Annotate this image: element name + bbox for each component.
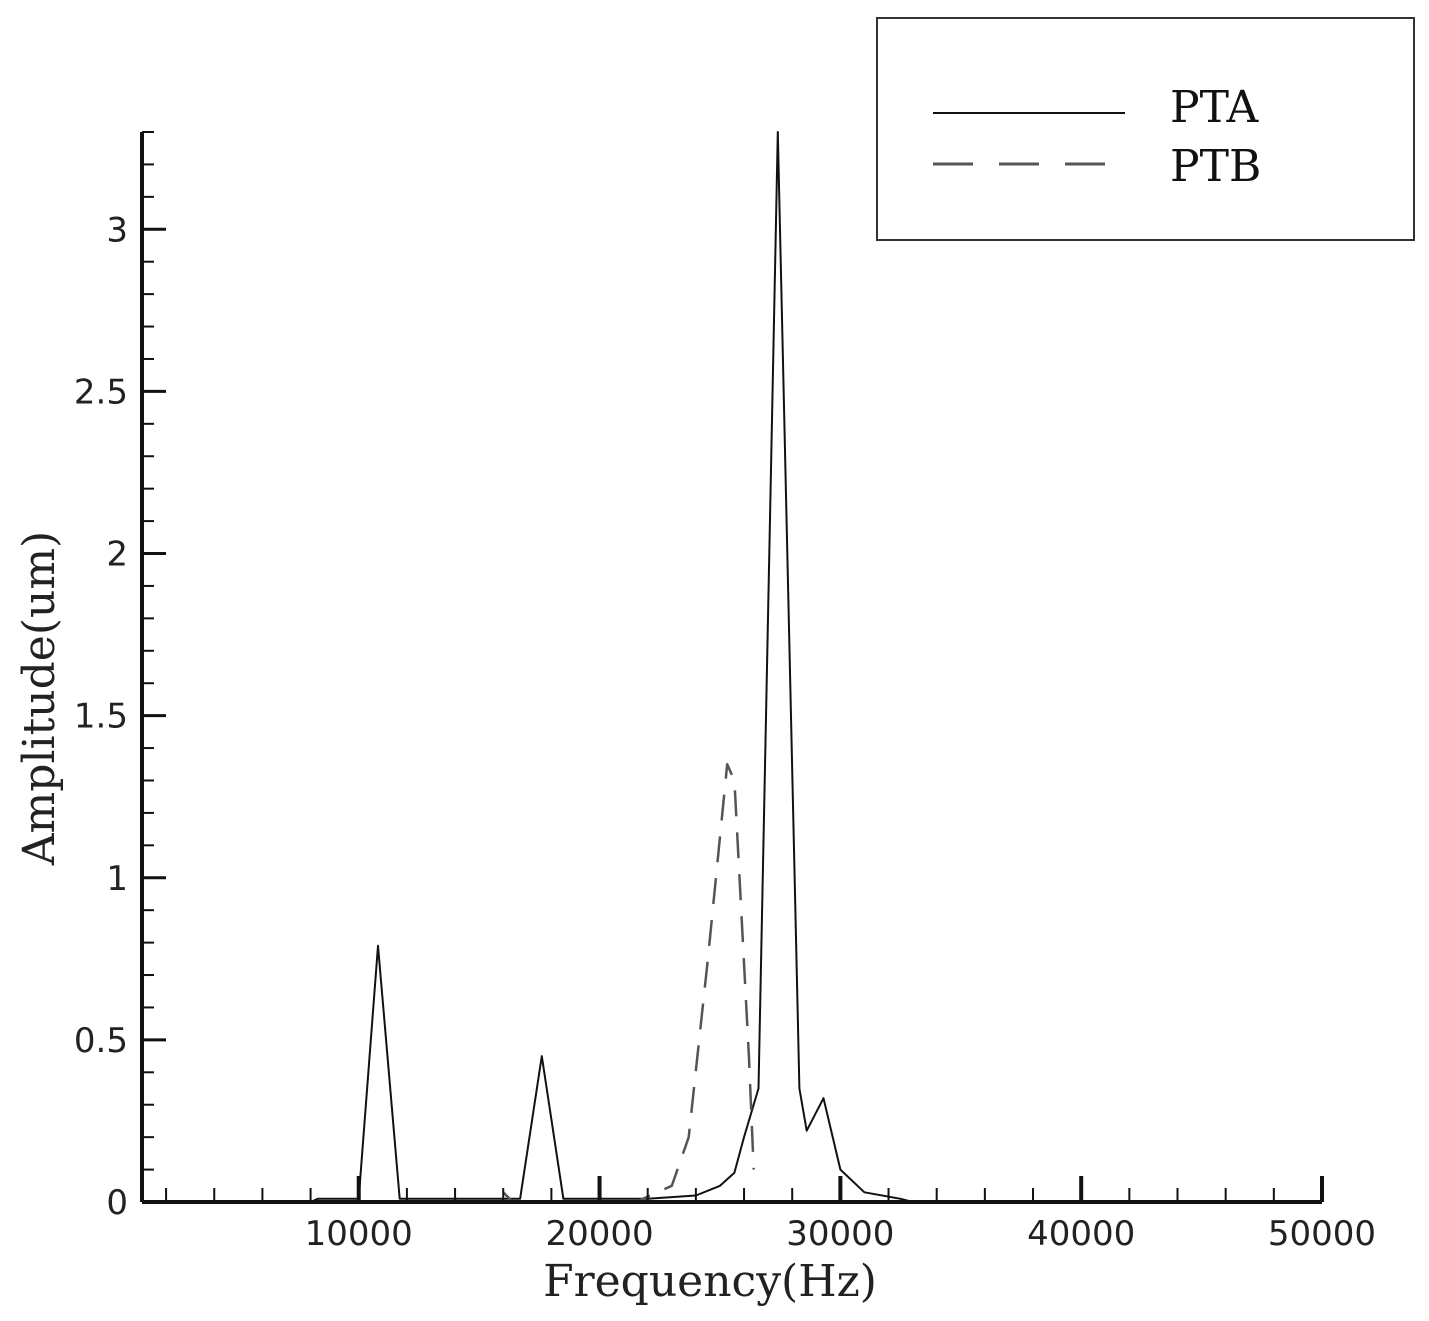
x-tick-label: 20000 xyxy=(545,1214,653,1254)
y-tick-label: 0 xyxy=(106,1183,128,1223)
legend-label-ptb: PTB xyxy=(1170,141,1261,192)
series-layer xyxy=(310,131,913,1204)
legend-label-pta: PTA xyxy=(1170,82,1260,133)
y-tick-label: 2 xyxy=(106,535,128,575)
y-tick-label: 1.5 xyxy=(74,697,128,737)
x-ticks: 10000 20000 30000 40000 50000 xyxy=(165,1176,1376,1254)
x-tick-label: 30000 xyxy=(786,1214,894,1254)
x-tick-label: 50000 xyxy=(1268,1214,1376,1254)
y-tick-label: 2.5 xyxy=(74,372,128,412)
y-tick-label: 3 xyxy=(106,210,128,250)
series-line-pta xyxy=(310,131,913,1203)
y-tick-label: 0.5 xyxy=(74,1021,128,1061)
x-axis-title: Frequency(Hz) xyxy=(543,1256,877,1307)
y-axis-title: Amplitude(um) xyxy=(14,531,65,866)
axes: 10000 20000 30000 40000 50000 0 0.5 1 1.5 2 2.5 3 xyxy=(74,131,1376,1254)
series-line-ptb xyxy=(502,763,755,1204)
legend: PTA PTB xyxy=(876,17,1415,241)
legend-box xyxy=(876,17,1415,241)
x-tick-label: 10000 xyxy=(305,1214,413,1254)
y-tick-label: 1 xyxy=(106,859,128,899)
y-ticks: 0 0.5 1 1.5 2 2.5 3 xyxy=(74,131,166,1223)
x-tick-label: 40000 xyxy=(1027,1214,1135,1254)
